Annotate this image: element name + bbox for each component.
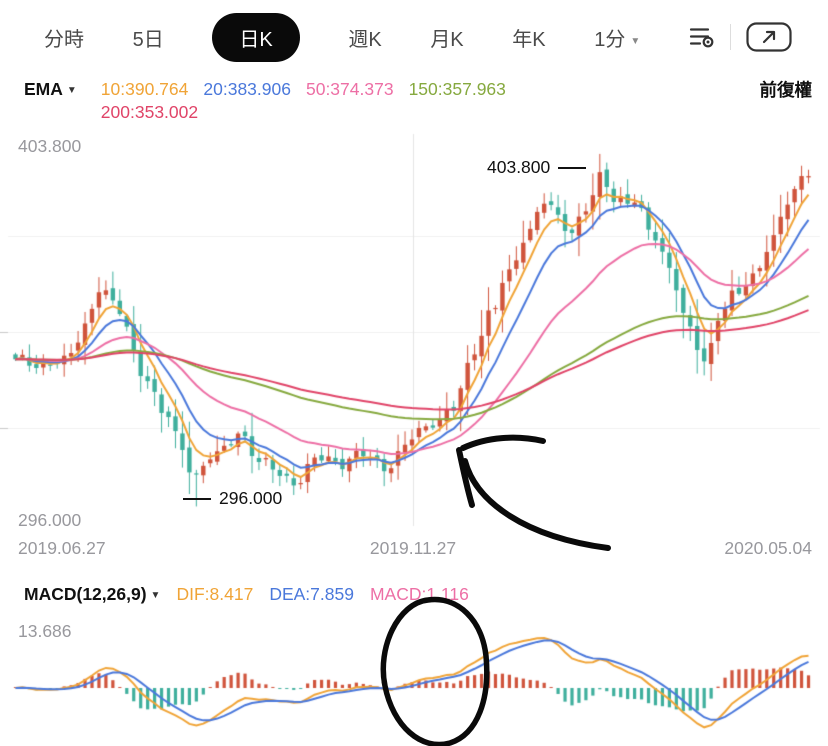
- chevron-down-icon: ▼: [150, 590, 161, 601]
- ema10-value: 10:390.764: [100, 79, 189, 99]
- tab-yearly-k[interactable]: 年K: [512, 28, 546, 51]
- macd-value: MACD:1.116: [369, 584, 469, 604]
- x-axis-label-start: 2019.06.27: [18, 538, 106, 558]
- macd-legend: MACD(12,26,9) ▼ DIF:8.417 DEA:7.859 MACD:…: [24, 584, 469, 605]
- tab-intraday[interactable]: 分時: [44, 28, 84, 51]
- price-axis-max-label: 403.800: [18, 136, 82, 156]
- ema150-value: 150:357.963: [408, 79, 506, 99]
- chevron-down-icon: ▼: [66, 85, 77, 96]
- ema50-value: 50:374.373: [305, 79, 394, 99]
- macd-axis-max-label: 13.686: [18, 621, 72, 641]
- low-price-annotation: 296.000: [183, 488, 282, 509]
- tab-monthly-k[interactable]: 月K: [430, 28, 464, 51]
- ema-legend: EMA ▼ 10:390.764 20:383.906 50:374.373 150:3…: [0, 78, 828, 124]
- tab-5day[interactable]: 5日: [132, 28, 164, 51]
- indicator-settings-button[interactable]: [689, 25, 715, 49]
- macd-indicator-selector[interactable]: MACD(12,26,9) ▼: [24, 584, 160, 605]
- x-axis-label-end: 2020.05.04: [724, 538, 812, 558]
- tab-weekly-k[interactable]: 週K: [348, 28, 382, 51]
- dif-value: DIF:8.417: [176, 584, 254, 604]
- high-price-annotation: 403.800: [487, 157, 587, 178]
- ema-label: EMA: [24, 79, 63, 99]
- annotation-dash: [558, 166, 587, 169]
- tab-daily-k[interactable]: 日K: [212, 12, 300, 62]
- tab-1min-label: 1分: [594, 28, 626, 51]
- ema200-value: 200:353.002: [100, 102, 199, 123]
- x-axis-label-mid: 2019.11.27: [369, 538, 457, 558]
- toolbar-divider: [729, 24, 731, 50]
- low-price-annotation-text: 296.000: [219, 488, 283, 508]
- price-axis-min-label: 296.000: [18, 510, 82, 530]
- macd-label: MACD(12,26,9): [24, 584, 147, 604]
- landscape-expand-button[interactable]: [746, 22, 792, 52]
- toolbar-icons: [689, 22, 792, 52]
- ema-values: 10:390.764 20:383.906 50:374.373 150:357.96…: [101, 78, 521, 124]
- ema-indicator-selector[interactable]: EMA ▼: [24, 78, 77, 101]
- dea-value: DEA:7.859: [269, 584, 354, 604]
- ema20-value: 20:383.906: [203, 79, 291, 99]
- chevron-down-icon: ▼: [630, 35, 641, 47]
- price-adjustment-mode[interactable]: 前復權: [759, 80, 813, 100]
- landscape-expand-icon: [746, 22, 792, 52]
- indicator-settings-icon: [689, 28, 714, 48]
- high-price-annotation-text: 403.800: [487, 157, 551, 177]
- period-toolbar: 分時 5日 日K 週K 月K 年K 1分 ▼: [0, 0, 828, 74]
- tab-1min-dropdown[interactable]: 1分 ▼: [594, 23, 640, 52]
- annotation-dash: [183, 497, 211, 500]
